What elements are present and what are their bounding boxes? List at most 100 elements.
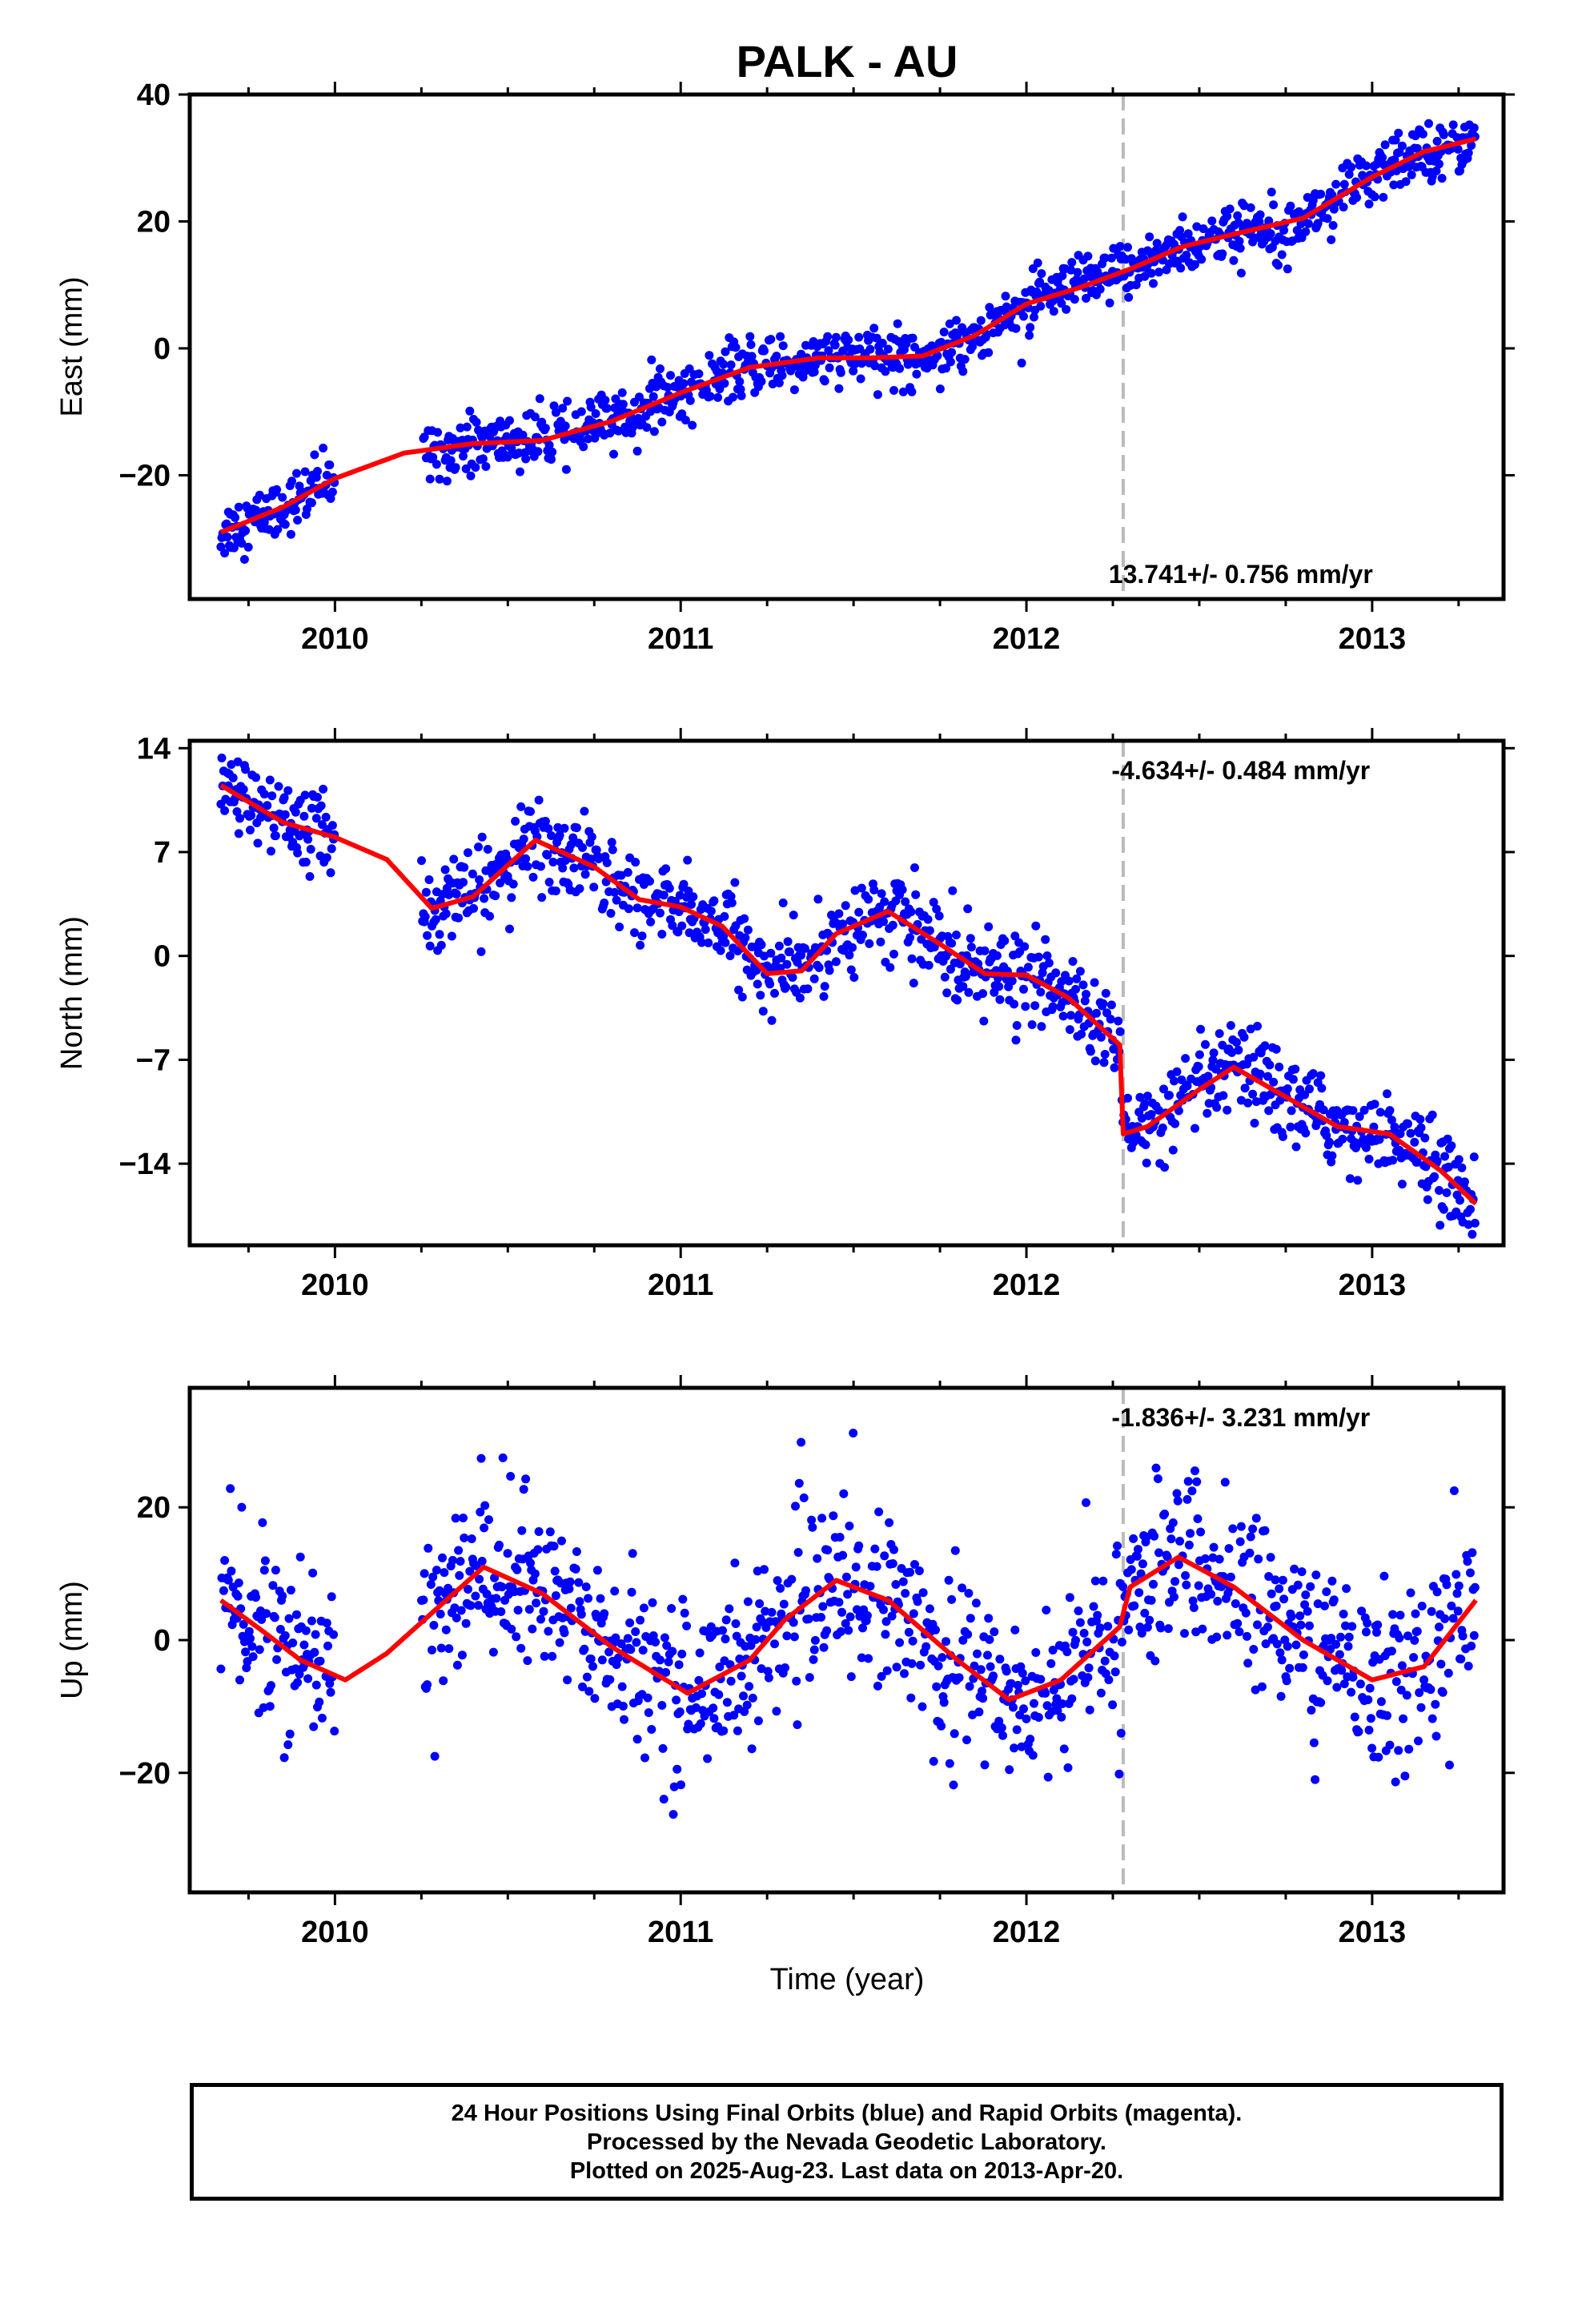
data-point bbox=[683, 855, 693, 865]
data-point bbox=[697, 1689, 706, 1699]
data-point bbox=[471, 463, 480, 472]
data-point bbox=[1327, 1634, 1336, 1643]
rate-label: -4.634+/- 0.484 mm/yr bbox=[1111, 756, 1370, 785]
data-point bbox=[444, 1644, 454, 1654]
data-point bbox=[543, 850, 552, 860]
data-point bbox=[519, 1485, 528, 1494]
data-point bbox=[970, 1661, 979, 1671]
data-point bbox=[888, 920, 897, 930]
data-point bbox=[737, 992, 747, 1002]
data-point bbox=[560, 823, 569, 833]
data-point bbox=[1367, 1743, 1377, 1753]
data-point bbox=[879, 917, 888, 927]
data-point bbox=[1075, 1618, 1085, 1627]
data-point bbox=[425, 941, 435, 951]
data-point bbox=[665, 883, 674, 893]
data-point bbox=[1419, 1675, 1429, 1685]
data-point bbox=[428, 452, 438, 462]
data-point bbox=[1436, 1659, 1446, 1669]
data-point bbox=[1372, 1627, 1381, 1637]
data-point bbox=[1370, 192, 1379, 202]
data-point bbox=[327, 844, 336, 854]
data-point bbox=[1432, 1156, 1442, 1166]
data-point bbox=[1350, 1712, 1359, 1722]
data-point bbox=[681, 416, 690, 425]
data-point bbox=[421, 887, 431, 897]
data-point bbox=[1123, 1093, 1132, 1103]
data-point bbox=[623, 1634, 632, 1643]
data-point bbox=[480, 1523, 489, 1533]
data-point bbox=[613, 1653, 623, 1663]
data-point bbox=[295, 1552, 305, 1562]
data-point bbox=[852, 1605, 861, 1614]
data-point bbox=[1220, 1478, 1230, 1487]
data-point bbox=[492, 1594, 501, 1603]
data-point bbox=[239, 555, 249, 564]
data-point bbox=[430, 1751, 440, 1761]
data-point bbox=[247, 1642, 257, 1651]
data-point bbox=[649, 427, 659, 436]
data-point bbox=[1417, 1602, 1427, 1610]
data-point bbox=[986, 1662, 995, 1671]
data-point bbox=[1397, 141, 1407, 151]
data-point bbox=[521, 454, 531, 464]
data-point bbox=[1053, 1706, 1062, 1715]
data-point bbox=[713, 392, 723, 402]
data-point bbox=[460, 862, 469, 872]
data-point bbox=[783, 937, 793, 947]
data-point bbox=[1454, 1155, 1464, 1164]
data-point bbox=[953, 995, 962, 1005]
data-point bbox=[678, 1594, 688, 1604]
data-point bbox=[259, 1566, 269, 1575]
data-point bbox=[1343, 1642, 1353, 1651]
data-point bbox=[836, 1626, 845, 1636]
data-point bbox=[1150, 1656, 1160, 1666]
plot-area bbox=[216, 94, 1480, 599]
data-point bbox=[1440, 1614, 1450, 1623]
data-point bbox=[1378, 153, 1387, 163]
data-point bbox=[305, 872, 315, 881]
data-point bbox=[1363, 1695, 1373, 1704]
data-point bbox=[742, 1700, 752, 1710]
data-point bbox=[1079, 1628, 1089, 1638]
data-point bbox=[643, 1693, 652, 1703]
data-point bbox=[1124, 292, 1134, 302]
data-point bbox=[1246, 203, 1255, 212]
data-point bbox=[1154, 1548, 1163, 1558]
data-point bbox=[785, 947, 794, 957]
data-point bbox=[475, 1574, 484, 1584]
data-point bbox=[1374, 1752, 1383, 1762]
data-point bbox=[1347, 163, 1356, 172]
data-point bbox=[613, 426, 623, 436]
data-point bbox=[862, 1610, 872, 1620]
chart-title: PALK - AU bbox=[737, 36, 958, 86]
data-point bbox=[526, 806, 535, 816]
data-point bbox=[925, 1604, 934, 1614]
data-point bbox=[588, 1662, 597, 1671]
data-point bbox=[632, 1735, 642, 1744]
data-point bbox=[758, 1007, 768, 1016]
data-point bbox=[1460, 1177, 1469, 1187]
data-point bbox=[760, 951, 769, 961]
data-point bbox=[856, 374, 865, 384]
data-point bbox=[511, 817, 520, 826]
y-axis-label: East (mm) bbox=[55, 276, 89, 416]
data-point bbox=[1073, 267, 1082, 277]
data-point bbox=[1235, 1627, 1244, 1637]
data-point bbox=[1058, 271, 1067, 280]
data-point bbox=[934, 911, 944, 921]
data-point bbox=[1435, 159, 1443, 169]
y-tick-label: 0 bbox=[154, 940, 171, 974]
data-point bbox=[584, 1687, 594, 1696]
data-point bbox=[907, 387, 917, 396]
data-point bbox=[934, 1661, 943, 1671]
data-point bbox=[591, 409, 600, 418]
data-point bbox=[1163, 1624, 1173, 1634]
data-point bbox=[563, 396, 572, 406]
data-point bbox=[1416, 1703, 1426, 1712]
data-point bbox=[904, 1627, 913, 1637]
data-point bbox=[286, 1586, 295, 1595]
data-point bbox=[307, 803, 316, 813]
data-point bbox=[830, 340, 840, 350]
fit-curve bbox=[219, 1554, 1478, 1703]
